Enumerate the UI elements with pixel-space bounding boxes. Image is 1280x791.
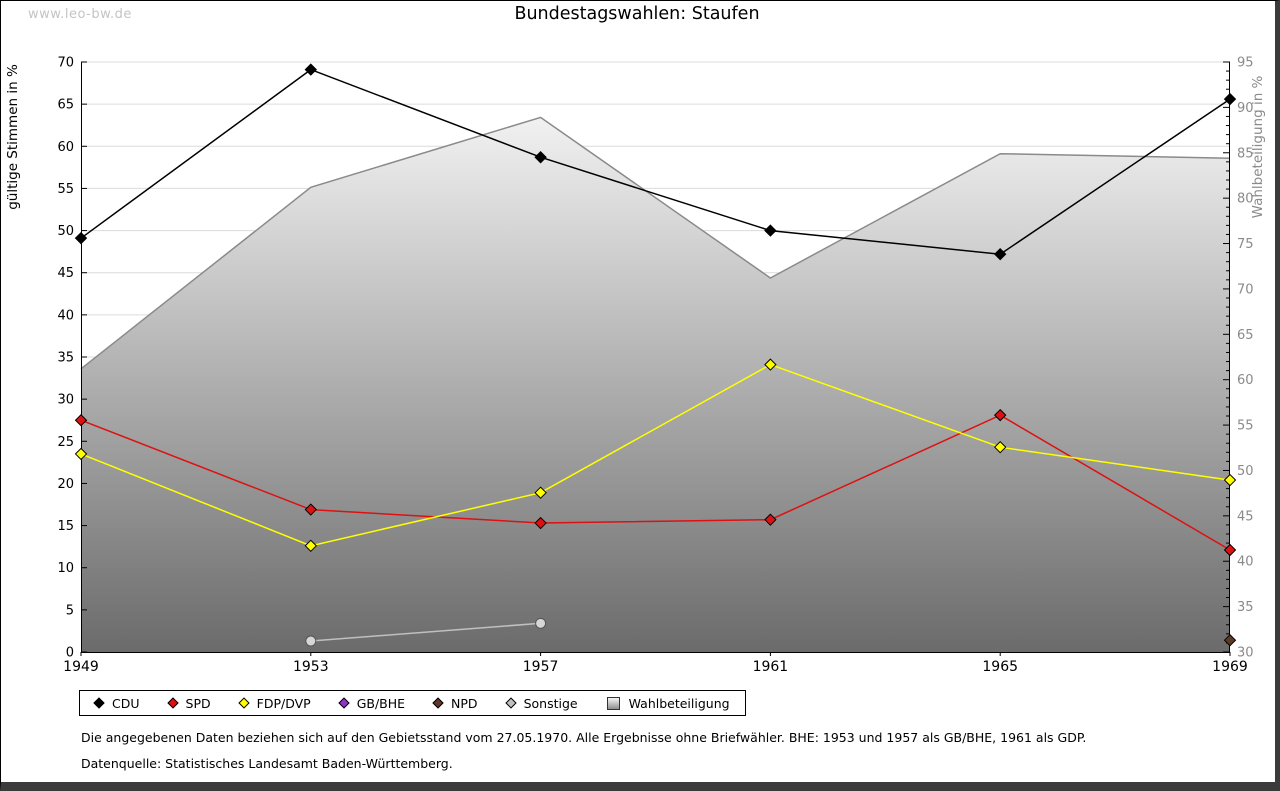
legend-label: SPD (185, 695, 211, 711)
svg-text:10: 10 (57, 561, 74, 576)
y-axis-right: 30 35 40 45 50 55 60 65 70 75 80 85 90 95 Wahlbeteilig… (1223, 56, 1266, 661)
svg-text:1957: 1957 (523, 659, 559, 675)
y-axis-left: 0 5 10 15 20 25 30 35 40 45 50 55 60 65 70 gültige Stim… (5, 56, 87, 661)
svg-text:35: 35 (57, 351, 74, 366)
svg-text:1949: 1949 (63, 659, 99, 675)
legend-label: Wahlbeteiligung (628, 695, 730, 711)
svg-text:70: 70 (57, 56, 74, 71)
svg-text:65: 65 (1237, 328, 1254, 343)
svg-text:45: 45 (1237, 509, 1254, 524)
footnote-source: Datenquelle: Statistisches Landesamt Bad… (81, 756, 453, 771)
svg-text:50: 50 (1237, 464, 1254, 479)
chart-legend: CDU SPD FDP/DVP GB/BHE NPD Sonstige Wahlbeteil… (79, 690, 746, 716)
svg-text:75: 75 (1237, 237, 1254, 252)
series-cdu (74, 63, 1237, 261)
svg-text:Wahlbeteiligung in %: Wahlbeteiligung in % (1250, 75, 1266, 218)
fdp-dvp-marker-icon (237, 697, 250, 709)
svg-text:1965: 1965 (982, 659, 1018, 675)
svg-text:1961: 1961 (753, 659, 789, 675)
watermark: www.leo-bw.de (28, 7, 132, 22)
x-axis: 1949 1953 1957 1961 1965 1969 (63, 652, 1248, 675)
election-line-chart: 0 5 10 15 20 25 30 35 40 45 50 55 60 65 70 gültige Stim… (5, 56, 1266, 676)
legend-item-npd: NPD (432, 695, 478, 711)
legend-label: Sonstige (523, 695, 578, 711)
spd-marker-icon (166, 697, 179, 709)
footnote-note: Die angegebenen Daten beziehen sich auf … (81, 730, 1087, 745)
legend-label: NPD (451, 695, 478, 711)
legend-item-fdp-dvp: FDP/DVP (237, 695, 311, 711)
svg-text:55: 55 (1237, 419, 1254, 434)
legend-label: FDP/DVP (256, 695, 311, 711)
svg-text:30: 30 (1237, 646, 1254, 661)
svg-text:65: 65 (57, 98, 74, 113)
svg-text:5: 5 (66, 603, 74, 618)
svg-text:20: 20 (57, 477, 74, 492)
cdu-marker-icon (93, 697, 105, 709)
turnout-area (80, 116, 1231, 652)
svg-text:0: 0 (66, 646, 74, 661)
svg-text:90: 90 (1237, 101, 1254, 116)
legend-label: CDU (112, 695, 140, 711)
svg-text:gültige Stimmen in %: gültige Stimmen in % (5, 64, 21, 210)
legend-item-cdu: CDU (93, 695, 140, 711)
svg-text:60: 60 (57, 140, 74, 155)
sonstige-marker-icon (504, 697, 517, 709)
svg-text:70: 70 (1237, 282, 1254, 297)
legend-item-wahlbeteiligung: Wahlbeteiligung (606, 695, 730, 711)
svg-text:85: 85 (1237, 146, 1254, 161)
series-spd (74, 408, 1237, 557)
svg-text:60: 60 (1237, 373, 1254, 388)
series-npd (1223, 633, 1237, 647)
legend-item-gb-bhe: GB/BHE (338, 695, 406, 711)
gb-bhe-marker-icon (338, 697, 350, 709)
svg-text:95: 95 (1237, 56, 1254, 71)
svg-text:40: 40 (57, 308, 74, 323)
svg-text:45: 45 (57, 266, 74, 281)
svg-text:30: 30 (57, 393, 74, 408)
series-fdp-dvp (74, 358, 1237, 553)
npd-marker-icon (432, 697, 444, 709)
legend-item-spd: SPD (166, 695, 211, 711)
series-sonstige (305, 617, 547, 647)
svg-text:55: 55 (57, 182, 74, 197)
legend-item-sonstige: Sonstige (504, 695, 578, 711)
svg-text:50: 50 (57, 224, 74, 239)
svg-text:1953: 1953 (293, 659, 329, 675)
page-title: Bundestagswahlen: Staufen (514, 4, 760, 24)
svg-text:40: 40 (1237, 555, 1254, 570)
svg-text:25: 25 (57, 435, 74, 450)
svg-text:35: 35 (1237, 600, 1254, 615)
svg-text:1969: 1969 (1212, 659, 1248, 675)
svg-text:15: 15 (57, 519, 74, 534)
turnout-area-marker-icon (606, 696, 620, 710)
legend-label: GB/BHE (356, 695, 406, 711)
svg-text:80: 80 (1237, 192, 1254, 207)
